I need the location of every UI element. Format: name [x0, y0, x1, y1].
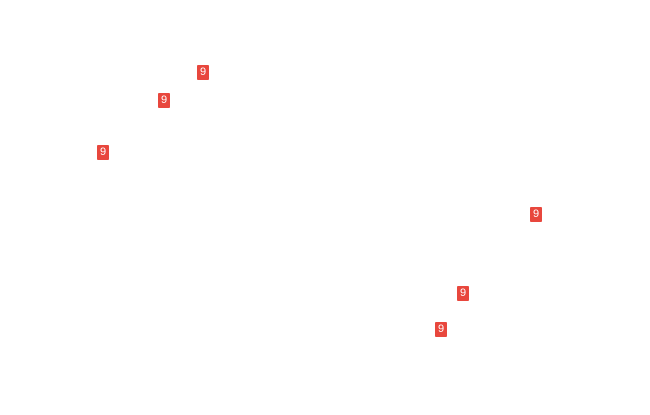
numbered-marker-badge-6[interactable]: 9: [435, 322, 447, 337]
numbered-marker-badge-1[interactable]: 9: [197, 65, 209, 80]
numbered-marker-badge-4[interactable]: 9: [530, 207, 542, 222]
numbered-marker-badge-5[interactable]: 9: [457, 286, 469, 301]
numbered-marker-badge-2[interactable]: 9: [158, 93, 170, 108]
numbered-marker-badge-3[interactable]: 9: [97, 145, 109, 160]
